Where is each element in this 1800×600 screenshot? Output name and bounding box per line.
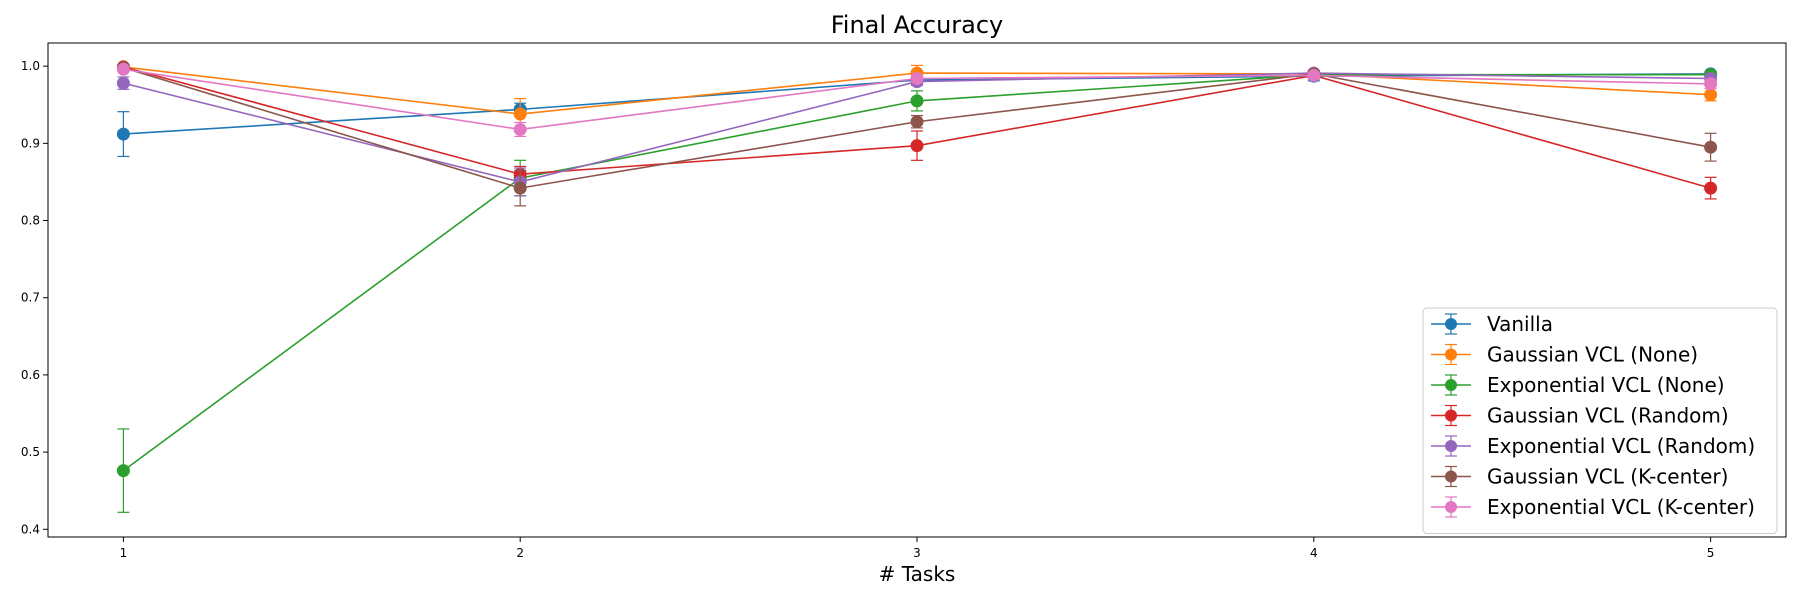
y-tick-label: 0.9: [21, 136, 40, 150]
data-point: [1704, 77, 1718, 91]
data-point: [116, 76, 130, 90]
plot-area: [116, 60, 1718, 513]
data-point: [1704, 140, 1718, 154]
x-tick-label: 1: [120, 546, 128, 560]
legend-item: Gaussian VCL (Random): [1431, 404, 1729, 428]
data-point: [116, 62, 130, 76]
legend-label: Exponential VCL (None): [1487, 373, 1725, 397]
y-tick-label: 0.8: [21, 214, 40, 228]
legend-label: Gaussian VCL (None): [1487, 343, 1698, 367]
legend-marker: [1445, 318, 1457, 330]
x-tick-label: 3: [913, 546, 921, 560]
data-point: [116, 127, 130, 141]
legend-label: Exponential VCL (K-center): [1487, 495, 1755, 519]
data-point: [513, 181, 527, 195]
legend-label: Exponential VCL (Random): [1487, 434, 1755, 458]
x-axis-ticks: 1 2 3 4 5: [120, 537, 1715, 560]
legend-marker: [1445, 409, 1457, 422]
legend-item: Exponential VCL (None): [1431, 373, 1725, 397]
y-tick-label: 1.0: [21, 59, 40, 73]
axes: 1 2 3 4 5 0.4 0.5 0.6 0.7 0.8 0.9 1.0: [21, 42, 1787, 560]
x-axis-label: # Tasks: [879, 562, 956, 586]
legend-item: Exponential VCL (Random): [1431, 434, 1755, 458]
data-point: [910, 72, 924, 86]
legend-marker: [1445, 348, 1457, 361]
data-point: [910, 139, 924, 153]
legend-item: Gaussian VCL (None): [1431, 343, 1698, 367]
y-tick-label: 0.4: [21, 522, 40, 536]
legend-item: Exponential VCL (K-center): [1431, 495, 1755, 519]
legend-marker: [1445, 470, 1457, 483]
y-axis-ticks: 0.4 0.5 0.6 0.7 0.8 0.9 1.0: [21, 59, 48, 536]
data-point: [910, 94, 924, 108]
data-point: [1307, 68, 1321, 82]
y-tick-label: 0.6: [21, 368, 40, 382]
x-tick-label: 4: [1310, 546, 1318, 560]
data-point: [1704, 181, 1718, 195]
legend-marker: [1445, 501, 1457, 513]
legend-label: Vanilla: [1487, 312, 1553, 336]
legend: Vanilla Gaussian VCL (None) Exponential VC…: [1422, 307, 1778, 534]
data-point: [513, 122, 527, 136]
legend-box: [1422, 307, 1778, 534]
y-tick-label: 0.5: [21, 445, 40, 459]
x-tick-label: 2: [516, 546, 524, 560]
legend-marker: [1445, 379, 1457, 391]
data-point: [1704, 88, 1718, 102]
legend-label: Gaussian VCL (Random): [1487, 404, 1729, 428]
data-point: [116, 464, 130, 478]
y-tick-label: 0.7: [21, 291, 40, 305]
data-point: [513, 107, 527, 121]
chart-title: Final Accuracy: [831, 11, 1004, 39]
legend-item: Gaussian VCL (K-center): [1431, 465, 1728, 489]
legend-item: Vanilla: [1431, 312, 1553, 336]
legend-label: Gaussian VCL (K-center): [1487, 465, 1728, 489]
series-7: [116, 62, 1718, 137]
data-point: [910, 115, 924, 129]
x-tick-label: 5: [1707, 546, 1715, 560]
legend-marker: [1445, 440, 1457, 452]
